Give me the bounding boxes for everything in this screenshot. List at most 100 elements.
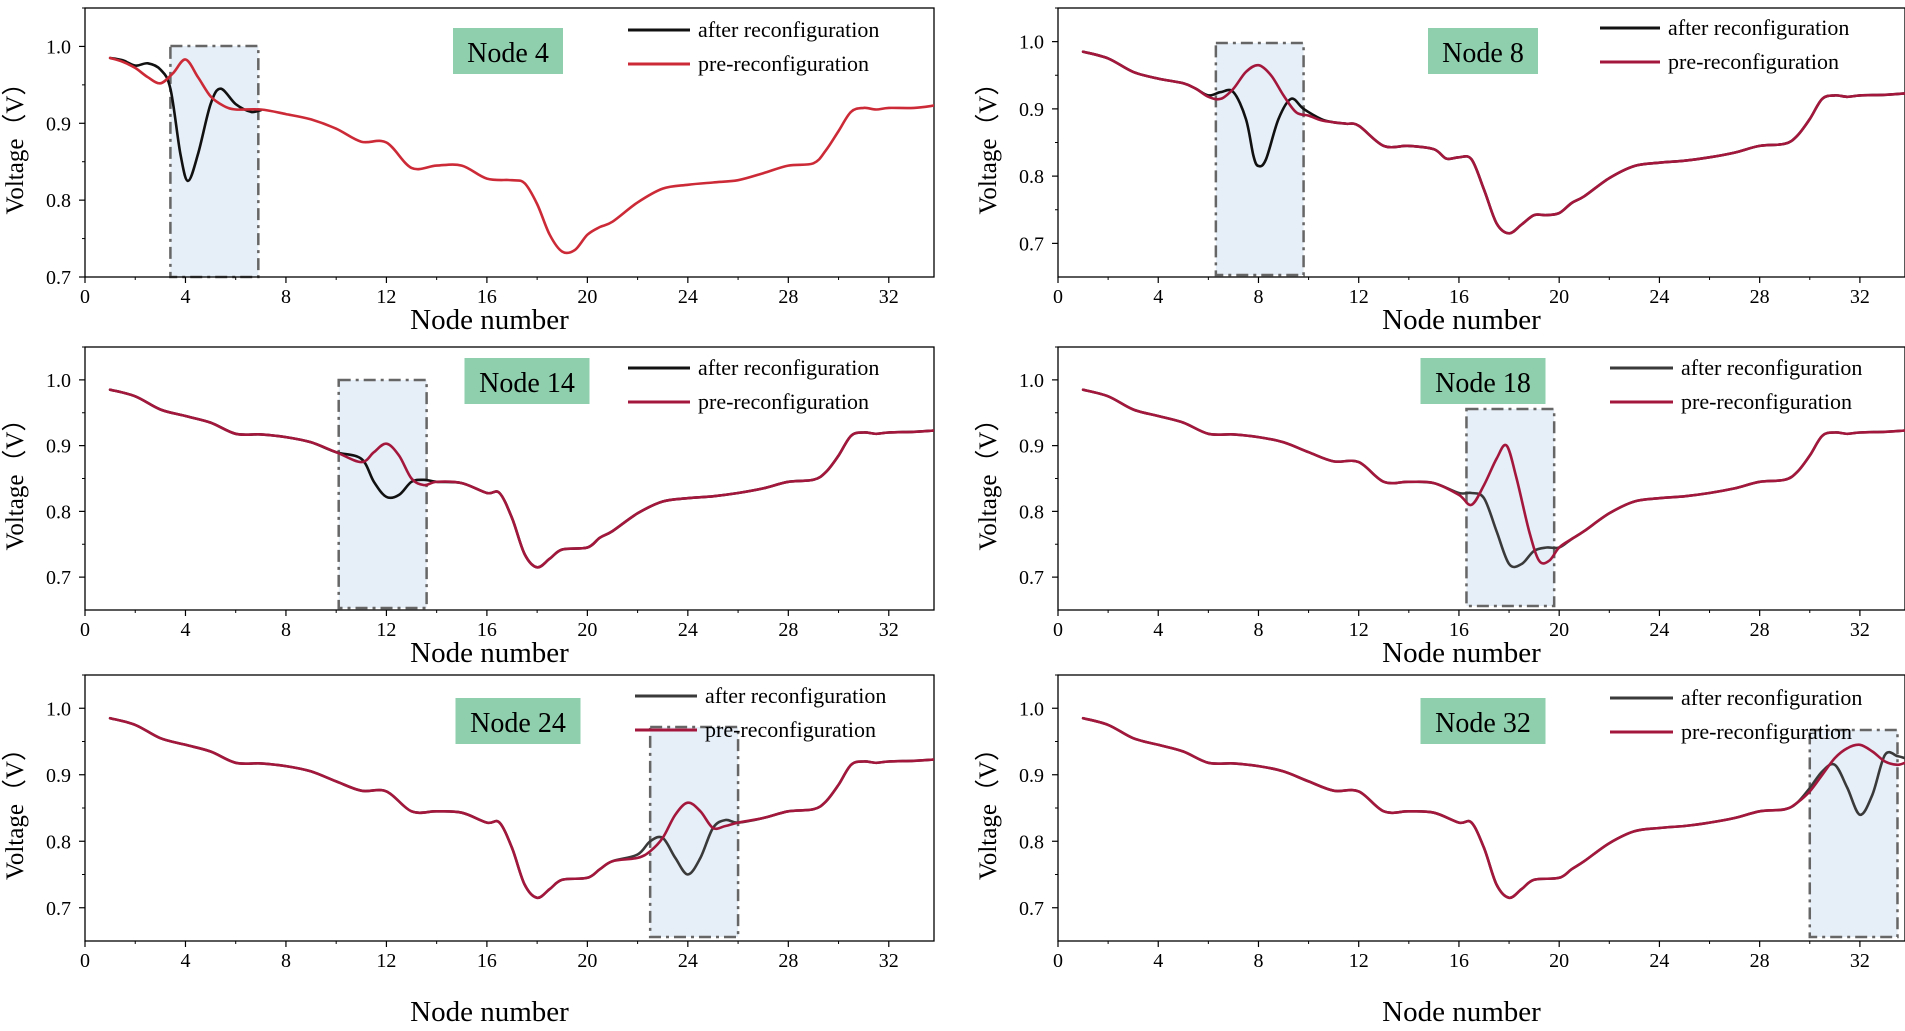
legend-label: pre-reconfiguration [1668, 49, 1839, 74]
y-tick-label: 1.0 [1019, 370, 1044, 392]
x-tick-label: 8 [281, 619, 291, 641]
x-tick-label: 24 [1649, 950, 1669, 972]
x-tick-label: 24 [1649, 619, 1669, 641]
x-tick-label: 4 [1153, 619, 1163, 641]
x-tick-label: 32 [879, 286, 899, 308]
x-tick-label: 8 [1253, 950, 1263, 972]
legend-label: pre-reconfiguration [698, 389, 869, 414]
x-tick-label: 20 [577, 286, 597, 308]
x-tick-label: 16 [477, 619, 497, 641]
chart-title: Node 32 [1435, 708, 1531, 739]
x-tick-label: 0 [80, 286, 90, 308]
x-tick-label: 20 [577, 619, 597, 641]
x-tick-label: 8 [1253, 619, 1263, 641]
y-axis-title: Voltage（V） [974, 736, 1002, 880]
legend-label: after reconfiguration [1681, 355, 1862, 380]
series-line-after-reconfiguration [108, 388, 934, 569]
series-line-pre-reconfiguration [108, 716, 934, 900]
x-tick-label: 8 [281, 950, 291, 972]
x-tick-label: 12 [376, 619, 396, 641]
y-tick-label: 0.9 [46, 436, 71, 458]
x-tick-label: 16 [477, 286, 497, 308]
series-line-after-reconfiguration [1081, 716, 1905, 900]
y-tick-label: 0.8 [46, 501, 71, 523]
x-tick-label: 28 [1750, 950, 1770, 972]
title-badge [1420, 358, 1546, 404]
x-tick-label: 16 [1449, 286, 1469, 308]
x-tick-label: 12 [376, 286, 396, 308]
series-line-pre-reconfiguration [108, 388, 934, 569]
x-axis-title: Node number [1382, 304, 1541, 336]
x-tick-label: 0 [80, 619, 90, 641]
x-tick-label: 16 [1449, 619, 1469, 641]
highlight-window [1465, 407, 1556, 608]
legend-label: after reconfiguration [698, 17, 879, 42]
x-tick-label: 0 [1053, 619, 1063, 641]
y-tick-label: 0.7 [1019, 567, 1044, 589]
y-tick-label: 1.0 [1019, 698, 1044, 720]
highlight-window [648, 725, 740, 939]
chart-title: Node 18 [1435, 368, 1531, 399]
x-tick-label: 32 [1850, 286, 1870, 308]
series-line-pre-reconfiguration [108, 56, 934, 255]
x-tick-label: 32 [879, 619, 899, 641]
highlight-window [1214, 41, 1305, 277]
title-badge [1420, 698, 1546, 744]
x-tick-label: 24 [678, 286, 698, 308]
y-tick-label: 0.8 [1019, 831, 1044, 853]
x-tick-label: 16 [1449, 950, 1469, 972]
chart-title: Node 8 [1442, 38, 1524, 69]
x-tick-label: 32 [1850, 950, 1870, 972]
x-tick-label: 20 [1549, 619, 1569, 641]
y-axis-title: Voltage（V） [974, 71, 1002, 215]
y-tick-label: 0.7 [1019, 233, 1044, 255]
legend-label: after reconfiguration [1681, 685, 1862, 710]
legend-label: pre-reconfiguration [1681, 719, 1852, 744]
y-axis-title: Voltage（V） [1, 71, 29, 215]
x-tick-label: 32 [879, 950, 899, 972]
x-tick-label: 12 [1349, 286, 1369, 308]
x-tick-label: 28 [1750, 286, 1770, 308]
y-tick-label: 0.7 [46, 567, 71, 589]
title-badge [1428, 28, 1538, 74]
y-tick-label: 0.8 [46, 831, 71, 853]
legend-label: pre-reconfiguration [705, 717, 876, 742]
series-line-after-reconfiguration [1081, 50, 1905, 235]
axes-frame [84, 7, 935, 278]
chart-panel-1: 0 4 8 12 16 20 24 28 32 0.7 0.8 0.9 1.0 Node number Vo… [1, 7, 935, 336]
y-tick-label: 0.9 [46, 113, 71, 135]
x-tick-label: 20 [577, 950, 597, 972]
legend-label: after reconfiguration [705, 683, 886, 708]
x-tick-label: 28 [778, 619, 798, 641]
x-tick-label: 12 [1349, 950, 1369, 972]
y-tick-label: 1.0 [46, 698, 71, 720]
x-tick-label: 0 [1053, 286, 1063, 308]
x-tick-label: 32 [1850, 619, 1870, 641]
chart-title: Node 4 [467, 38, 549, 69]
y-axis-title: Voltage（V） [1, 736, 29, 880]
x-tick-label: 4 [180, 950, 190, 972]
title-badge [455, 698, 581, 744]
x-tick-label: 16 [477, 950, 497, 972]
y-tick-label: 0.9 [1019, 436, 1044, 458]
series-line-pre-reconfiguration [1081, 716, 1905, 900]
x-tick-label: 0 [1053, 950, 1063, 972]
chart-panel-4: 0 4 8 12 16 20 24 28 32 0.7 0.8 0.9 1.0 Node number Vo… [974, 346, 1905, 669]
chart-title: Node 14 [479, 368, 575, 399]
series-line-after-reconfiguration [108, 716, 934, 900]
highlight-window [1808, 728, 1899, 939]
x-tick-label: 0 [80, 950, 90, 972]
x-tick-label: 8 [281, 286, 291, 308]
legend-label: pre-reconfiguration [1681, 389, 1852, 414]
series-line-pre-reconfiguration [1081, 50, 1905, 235]
legend-label: pre-reconfiguration [698, 51, 869, 76]
y-tick-label: 0.8 [46, 190, 71, 212]
chart-panel-5: 0 4 8 12 16 20 24 28 32 0.7 0.8 0.9 1.0 Node number Vo… [1, 674, 935, 1028]
x-tick-label: 12 [376, 950, 396, 972]
y-tick-label: 0.7 [46, 267, 71, 289]
x-tick-label: 4 [180, 286, 190, 308]
chart-title: Node 24 [470, 708, 566, 739]
series-line-after-reconfiguration [108, 56, 263, 183]
x-tick-label: 28 [1750, 619, 1770, 641]
highlight-window [169, 44, 260, 279]
